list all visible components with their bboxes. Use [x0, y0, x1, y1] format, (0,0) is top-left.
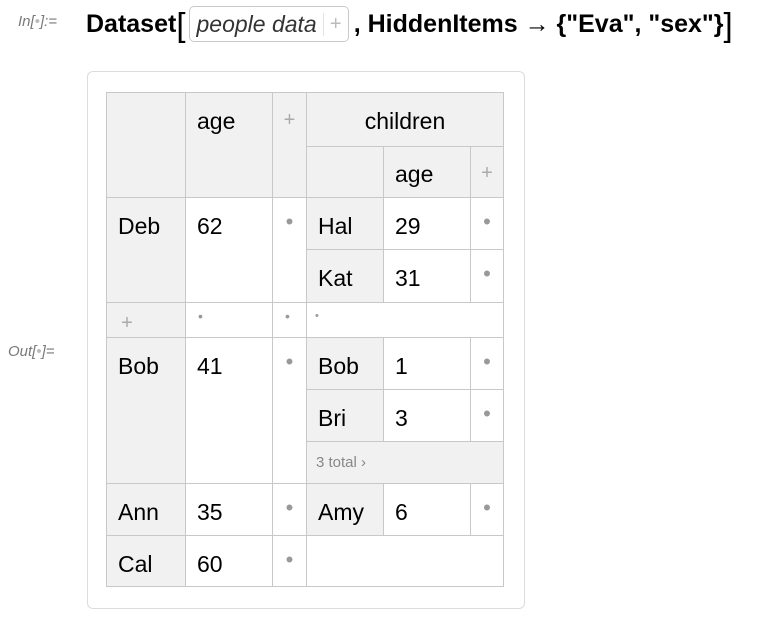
bri-age: 3: [383, 389, 471, 442]
plus-icon[interactable]: +: [481, 162, 493, 184]
open-bracket: [: [176, 5, 186, 43]
row-label-cal[interactable]: Cal: [106, 535, 186, 587]
amy-age: 6: [383, 483, 471, 536]
header-corner: [106, 92, 186, 198]
cal-more-dot[interactable]: •: [272, 535, 307, 587]
hidden-row-cell[interactable]: •: [306, 302, 504, 338]
hal-more-dot[interactable]: •: [470, 197, 504, 250]
hidden-items-option: , HiddenItems → {"Eva", "sex"}: [353, 9, 724, 38]
input-expression[interactable]: Dataset [ people data + , HiddenItems → …: [86, 3, 733, 45]
bob-more-dot[interactable]: •: [272, 337, 307, 484]
ann-age: 35: [185, 483, 273, 536]
plus-icon[interactable]: +: [121, 312, 133, 334]
output-cell-label: Out[•]=: [8, 343, 55, 360]
child-label-amy[interactable]: Amy: [306, 483, 384, 536]
column-header-children[interactable]: children: [306, 92, 504, 147]
child-label-bri[interactable]: Bri: [306, 389, 384, 442]
row-label-ann[interactable]: Ann: [106, 483, 186, 536]
bri-more-dot[interactable]: •: [470, 389, 504, 442]
deb-more-dot[interactable]: •: [272, 197, 307, 303]
row-label-deb[interactable]: Deb: [106, 197, 186, 303]
column-header-expand[interactable]: +: [272, 92, 307, 198]
close-bracket: ]: [723, 5, 733, 43]
input-cell-label: In[•]:=: [18, 13, 58, 30]
plus-icon[interactable]: +: [283, 109, 296, 131]
cal-children-empty: [306, 535, 504, 587]
hidden-row-cell[interactable]: •: [272, 302, 307, 338]
ann-more-dot[interactable]: •: [272, 483, 307, 536]
kat-age: 31: [383, 249, 471, 303]
amy-more-dot[interactable]: •: [470, 483, 504, 536]
show-more-link[interactable]: 3 total ›: [306, 441, 504, 484]
bob-age: 41: [185, 337, 273, 484]
hidden-row-cell[interactable]: •: [185, 302, 273, 338]
row-label-bob[interactable]: Bob: [106, 337, 186, 484]
child-label-kat[interactable]: Kat: [306, 249, 384, 303]
people-data-chip[interactable]: people data +: [188, 6, 349, 42]
function-name: Dataset: [86, 9, 177, 38]
deb-age: 62: [185, 197, 273, 303]
subheader-corner: [306, 146, 384, 198]
subcolumn-header-expand[interactable]: +: [470, 146, 504, 198]
kat-more-dot[interactable]: •: [470, 249, 504, 303]
hal-age: 29: [383, 197, 471, 250]
child-label-hal[interactable]: Hal: [306, 197, 384, 250]
column-header-age[interactable]: age: [185, 92, 273, 198]
child-bob-age: 1: [383, 337, 471, 390]
child-bob-more-dot[interactable]: •: [470, 337, 504, 390]
hidden-row-expand[interactable]: +: [106, 302, 186, 338]
child-label-bob[interactable]: Bob: [306, 337, 384, 390]
expand-chip-icon[interactable]: +: [322, 12, 348, 36]
cal-age: 60: [185, 535, 273, 587]
subcolumn-header-age[interactable]: age: [383, 146, 471, 198]
chip-label: people data: [196, 10, 317, 37]
